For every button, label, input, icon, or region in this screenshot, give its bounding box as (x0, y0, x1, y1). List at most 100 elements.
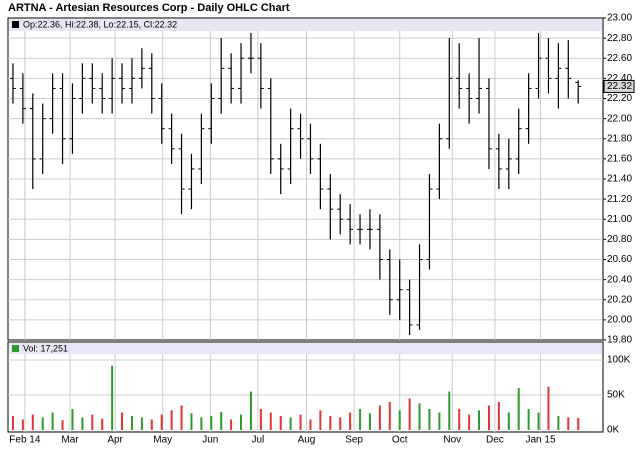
volume-bar (190, 413, 193, 430)
volume-bar (339, 417, 342, 430)
volume-bar (41, 417, 44, 430)
y-tick-label: 21.60 (607, 154, 632, 165)
volume-bar (121, 412, 124, 430)
y-tick-label: 21.80 (607, 133, 632, 144)
x-tick-label: Dec (486, 435, 504, 446)
y-tick-label: 20.40 (607, 274, 632, 285)
volume-bar (309, 419, 312, 430)
volume-bar (398, 410, 401, 430)
y-tick-label: 100K (607, 355, 631, 366)
volume-bar (408, 398, 411, 430)
volume-bar (428, 409, 431, 430)
volume-bar (349, 412, 352, 430)
volume-bar (249, 391, 252, 430)
x-tick-label: Aug (298, 435, 316, 446)
volume-bar (101, 418, 104, 430)
y-tick-label: 20.00 (607, 315, 632, 326)
volume-bar (200, 417, 203, 430)
y-tick-label: 22.40 (607, 73, 632, 84)
volume-bar (81, 417, 84, 430)
x-tick-label: Feb 14 (9, 435, 41, 446)
volume-bar (547, 386, 550, 430)
y-tick-label: 21.40 (607, 174, 632, 185)
volume-bar (388, 402, 391, 430)
x-tick-label: Jan 15 (526, 435, 556, 446)
volume-bar (448, 391, 451, 430)
y-tick-label: 20.80 (607, 234, 632, 245)
volume-bar (269, 412, 272, 430)
y-tick-label: 0K (607, 425, 620, 436)
volume-legend: Vol: 17,251 (23, 343, 68, 353)
x-tick-label: Nov (443, 435, 461, 446)
volume-bar (130, 416, 133, 430)
volume-bar (259, 409, 262, 430)
volume-bar (51, 412, 54, 430)
y-tick-label: 22.60 (607, 53, 632, 64)
y-tick-label: 22.20 (607, 93, 632, 104)
volume-bar (299, 414, 302, 430)
volume-bar (61, 420, 64, 430)
y-tick-label: 21.20 (607, 194, 632, 205)
volume-bar (150, 419, 153, 430)
volume-bar (111, 365, 114, 430)
volume-bar (31, 414, 34, 430)
volume-bar (418, 403, 421, 430)
volume-bar (230, 419, 233, 430)
x-tick-label: Sep (345, 435, 363, 446)
volume-bar (438, 412, 441, 430)
volume-bar (468, 414, 471, 430)
x-tick-label: Jun (202, 435, 218, 446)
volume-bar (567, 417, 570, 430)
last-price-box (603, 79, 635, 93)
volume-bar (478, 410, 481, 430)
y-tick-label: 22.80 (607, 33, 632, 44)
volume-bar (91, 414, 94, 430)
volume-bar (378, 405, 381, 430)
volume-bar (487, 405, 490, 430)
volume-header (9, 343, 602, 354)
volume-bar (507, 412, 510, 430)
volume-bar (458, 409, 461, 430)
volume-bar (289, 417, 292, 430)
y-tick-label: 21.00 (607, 214, 632, 225)
volume-bar (140, 417, 143, 430)
x-tick-label: Jul (252, 435, 265, 446)
volume-bar (537, 412, 540, 430)
volume-bar (21, 419, 24, 430)
y-tick-label: 20.20 (607, 294, 632, 305)
volume-bar (240, 414, 243, 430)
x-tick-label: May (153, 435, 172, 446)
volume-bar (368, 413, 371, 430)
x-tick-label: Oct (392, 435, 408, 446)
volume-bar (517, 388, 520, 430)
volume-bar (170, 410, 173, 430)
volume-bar (180, 405, 183, 430)
y-tick-label: 23.00 (607, 13, 632, 24)
volume-bar (497, 402, 500, 430)
x-tick-label: Mar (61, 435, 79, 446)
x-tick-label: Apr (107, 435, 123, 446)
legend-swatch (12, 21, 19, 28)
volume-bar (11, 416, 14, 430)
volume-bar (527, 409, 530, 430)
price-legend: Op:22.36, Hi:22.38, Lo:22.15, Cl:22.32 (23, 19, 177, 29)
volume-bar (557, 416, 560, 430)
y-tick-label: 19.80 (607, 335, 632, 346)
y-tick-label: 50K (607, 390, 625, 401)
volume-bar (71, 409, 74, 430)
chart-title: ARTNA - Artesian Resources Corp - Daily … (8, 2, 290, 14)
legend-swatch (12, 345, 19, 352)
price-header (9, 19, 602, 31)
volume-bar (577, 417, 580, 430)
volume-bar (319, 410, 322, 430)
volume-panel (7, 341, 604, 433)
volume-bar (359, 409, 362, 430)
volume-bar (160, 414, 163, 430)
volume-bar (210, 416, 213, 430)
volume-bar (220, 411, 223, 430)
last-price-label: 22.32 (607, 81, 632, 92)
y-tick-label: 20.60 (607, 254, 632, 265)
volume-bar (329, 416, 332, 430)
y-tick-label: 22.00 (607, 113, 632, 124)
